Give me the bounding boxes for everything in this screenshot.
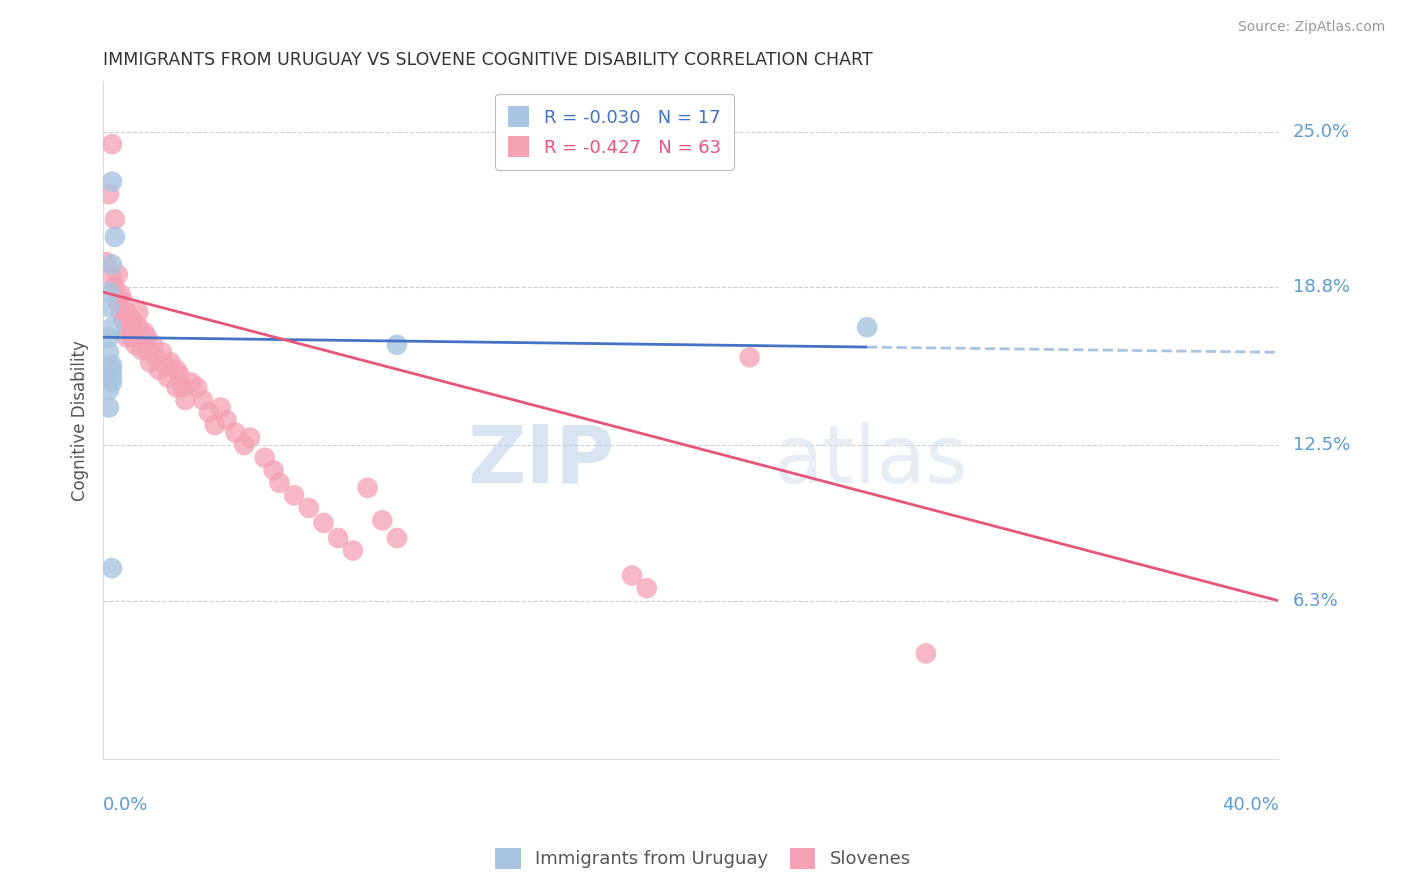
Point [127, 320, 149, 334]
Point [142, 338, 165, 352]
Point [127, 305, 149, 319]
Point [856, 320, 879, 334]
Point [121, 312, 143, 326]
Text: 40.0%: 40.0% [1222, 796, 1278, 814]
Point [94, 255, 117, 269]
Point [215, 413, 238, 427]
Point [180, 376, 202, 390]
Point [136, 343, 159, 357]
Point [131, 343, 153, 357]
Point [738, 351, 761, 365]
Point [107, 295, 129, 310]
Point [115, 305, 138, 319]
Text: Source: ZipAtlas.com: Source: ZipAtlas.com [1237, 20, 1385, 34]
Point [101, 358, 124, 372]
Point [166, 380, 188, 394]
Point [98, 345, 121, 359]
Legend: R = -0.030   N = 17, R = -0.427   N = 63: R = -0.030 N = 17, R = -0.427 N = 63 [495, 94, 734, 169]
Point [186, 380, 208, 394]
Point [204, 418, 226, 433]
Point [110, 287, 132, 301]
Point [98, 401, 121, 415]
Text: 0.0%: 0.0% [103, 796, 149, 814]
Point [169, 368, 191, 382]
Point [110, 305, 132, 319]
Point [104, 230, 127, 244]
Point [98, 383, 121, 397]
Point [224, 425, 246, 440]
Point [112, 312, 135, 326]
Point [101, 370, 124, 384]
Point [101, 363, 124, 377]
Point [283, 488, 305, 502]
Point [101, 270, 124, 285]
Point [115, 330, 138, 344]
Point [115, 320, 138, 334]
Text: atlas: atlas [773, 422, 967, 500]
Legend: Immigrants from Uruguay, Slovenes: Immigrants from Uruguay, Slovenes [488, 840, 918, 876]
Text: IMMIGRANTS FROM URUGUAY VS SLOVENE COGNITIVE DISABILITY CORRELATION CHART: IMMIGRANTS FROM URUGUAY VS SLOVENE COGNI… [103, 51, 873, 69]
Point [253, 450, 276, 465]
Point [156, 370, 179, 384]
Point [107, 268, 129, 282]
Point [101, 561, 124, 575]
Point [124, 338, 146, 352]
Point [621, 568, 644, 582]
Point [98, 300, 121, 314]
Point [98, 330, 121, 344]
Point [104, 212, 127, 227]
Point [298, 500, 321, 515]
Text: 25.0%: 25.0% [1292, 122, 1350, 141]
Point [101, 175, 124, 189]
Point [172, 380, 194, 394]
Point [148, 363, 170, 377]
Point [98, 285, 121, 299]
Point [328, 531, 350, 545]
Point [101, 376, 124, 390]
Point [239, 431, 262, 445]
Point [101, 258, 124, 272]
Point [174, 392, 197, 407]
Point [636, 581, 658, 595]
Point [134, 325, 156, 339]
Point [198, 405, 221, 419]
Point [263, 463, 285, 477]
Point [145, 351, 167, 365]
Point [191, 392, 214, 407]
Point [385, 338, 408, 352]
Point [112, 295, 135, 310]
Point [101, 137, 124, 152]
Point [312, 516, 335, 530]
Point [385, 531, 408, 545]
Text: 6.3%: 6.3% [1292, 591, 1339, 610]
Text: ZIP: ZIP [467, 422, 614, 500]
Point [166, 363, 188, 377]
Point [356, 481, 378, 495]
Point [101, 320, 124, 334]
Point [150, 345, 173, 359]
Point [233, 438, 256, 452]
Point [209, 401, 232, 415]
Text: 18.8%: 18.8% [1292, 278, 1350, 296]
Point [118, 312, 141, 326]
Point [342, 543, 364, 558]
Point [121, 330, 143, 344]
Text: 12.5%: 12.5% [1292, 436, 1350, 454]
Point [153, 358, 176, 372]
Point [136, 330, 159, 344]
Y-axis label: Cognitive Disability: Cognitive Disability [72, 340, 89, 500]
Point [269, 475, 291, 490]
Point [159, 355, 181, 369]
Point [139, 355, 162, 369]
Point [104, 280, 127, 294]
Point [371, 513, 394, 527]
Point [98, 187, 121, 202]
Point [915, 647, 938, 661]
